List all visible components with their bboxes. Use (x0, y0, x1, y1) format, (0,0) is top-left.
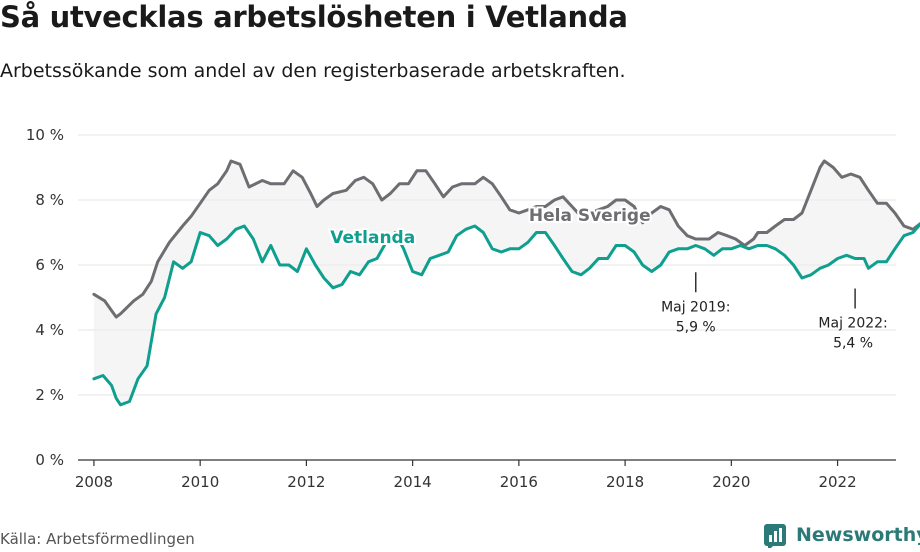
x-tick-label: 2018 (606, 473, 644, 491)
series-label-hela-sverige: Hela Sverige (529, 206, 651, 226)
brand-name: Newsworthy (796, 524, 920, 546)
x-tick-label: 2008 (75, 473, 113, 491)
callout-value: 5,4 % (833, 336, 873, 352)
series-lines (92, 159, 920, 407)
y-tick-label: 0 % (35, 451, 64, 469)
axes: 0 % 2 % 4 % 6 % 8 % 10 % 2008 2010 2012 2014 2016 2… (26, 126, 896, 491)
series-line-vetlanda (92, 222, 920, 407)
chart-subtitle: Arbetssökande som andel av den registerb… (0, 60, 626, 82)
x-tick-label: 2020 (712, 473, 750, 491)
y-tick-label: 2 % (35, 386, 64, 404)
callout-label: Maj 2022: (818, 316, 887, 332)
x-tick-label: 2014 (394, 473, 432, 491)
y-tick-label: 6 % (35, 256, 64, 274)
brand-logo[interactable]: Newsworthy (764, 519, 920, 551)
series-label-vetlanda: Vetlanda (330, 228, 415, 248)
callout-value: 5,9 % (676, 319, 716, 335)
callout-label: Maj 2019: (661, 299, 730, 315)
source-note: Källa: Arbetsförmedlingen (0, 530, 195, 548)
x-tick-label: 2022 (818, 473, 856, 491)
y-tick-label: 4 % (35, 321, 64, 339)
gap-band (93, 161, 920, 405)
grid-lines (78, 134, 896, 396)
y-tick-label: 10 % (26, 126, 64, 144)
x-tick-label: 2016 (500, 473, 538, 491)
chart-title: Så utvecklas arbetslösheten i Vetlanda (0, 0, 628, 34)
x-tick-label: 2012 (287, 473, 325, 491)
series-line-hela-sverige (92, 159, 920, 319)
newsworthy-logo-icon (764, 524, 786, 548)
x-tick-label: 2010 (181, 473, 219, 491)
y-tick-label: 8 % (35, 191, 64, 209)
annotations: Hela Sverige Vetlanda Maj 2019: 5,9 % Maj 20… (328, 204, 887, 352)
